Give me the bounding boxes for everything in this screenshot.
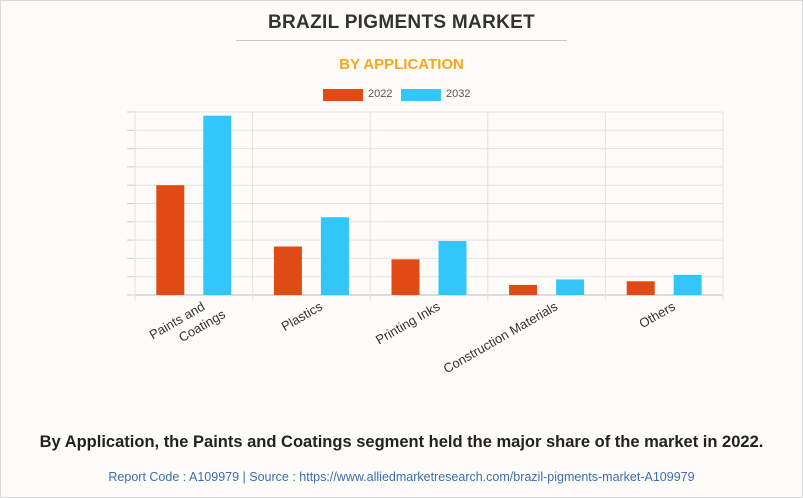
category-label-4: Others <box>636 298 678 331</box>
chart-subtitle: BY APPLICATION <box>339 56 464 73</box>
legend-swatch-2022 <box>323 89 363 101</box>
chart-legend: 2022 2032 <box>0 88 803 102</box>
category-label-3: Construction Materials <box>441 298 561 376</box>
bar-2022-1 <box>273 246 302 295</box>
title-divider <box>236 40 567 41</box>
legend-label-2032: 2032 <box>446 88 471 100</box>
legend-swatch-2032 <box>401 89 441 101</box>
bar-2022-0 <box>156 185 185 295</box>
bar-2022-4 <box>626 281 655 295</box>
bar-2032-3 <box>556 279 585 295</box>
category-label-0: Paints andCoatings <box>147 291 229 357</box>
chart-caption: By Application, the Paints and Coatings … <box>39 433 764 451</box>
bar-2032-1 <box>320 217 349 295</box>
bar-2032-2 <box>438 241 467 295</box>
report-source-line: Report Code : A109979 | Source : https:/… <box>108 470 695 484</box>
category-label-1: Plastics <box>279 298 326 334</box>
bar-2032-0 <box>203 115 232 295</box>
category-label-2: Printing Inks <box>373 298 443 347</box>
bar-2022-2 <box>391 259 420 295</box>
legend-label-2022: 2022 <box>368 88 393 100</box>
bar-2032-4 <box>673 274 702 295</box>
bar-2022-3 <box>509 284 538 295</box>
chart-title: BRAZIL PIGMENTS MARKET <box>268 12 535 33</box>
